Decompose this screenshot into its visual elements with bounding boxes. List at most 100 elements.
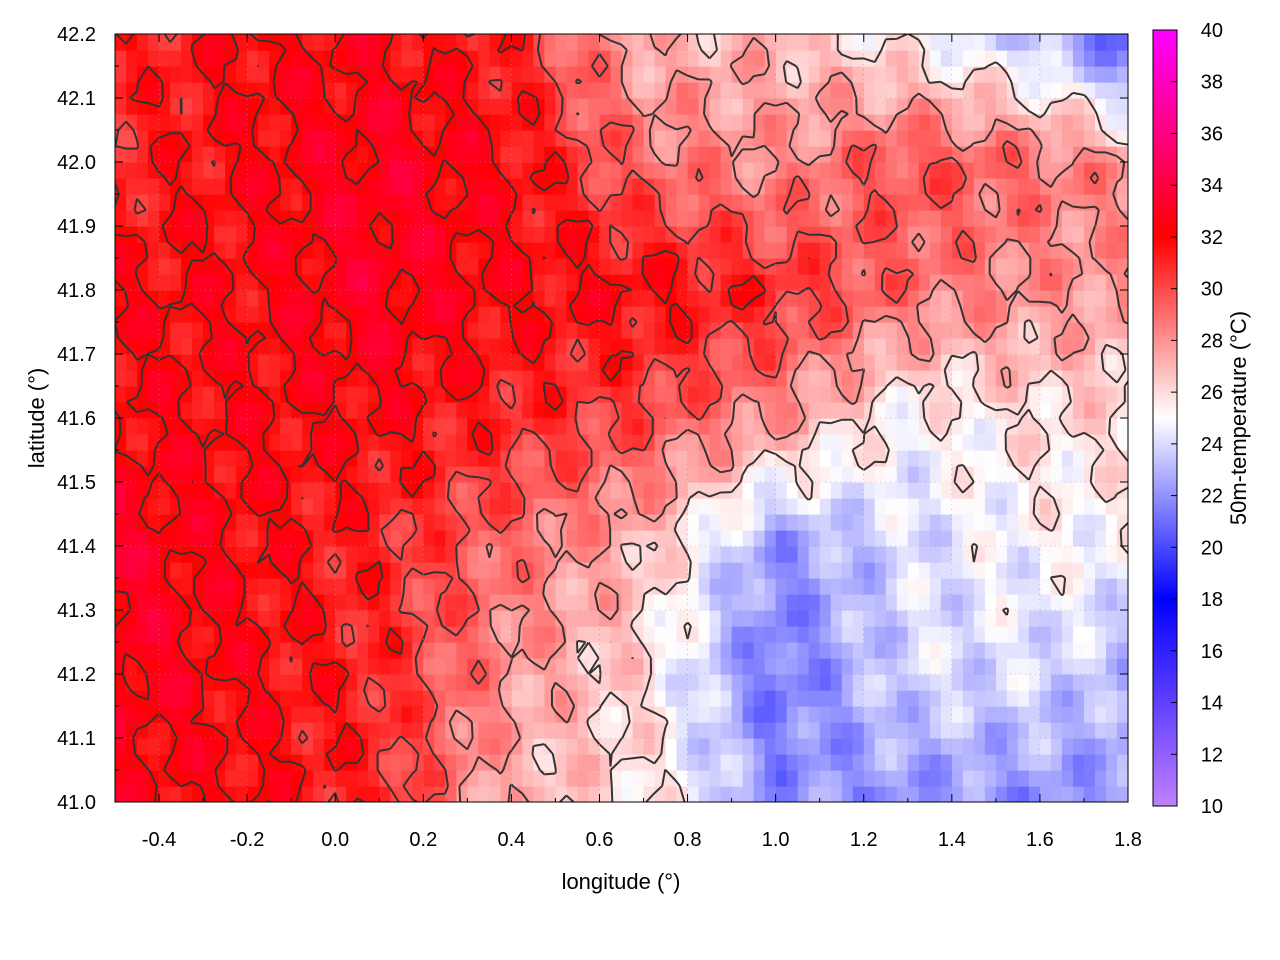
heatmap-cell [940, 322, 953, 339]
heatmap-cell [742, 546, 755, 563]
heatmap-cell [1050, 402, 1063, 419]
heatmap-cell [1006, 594, 1019, 611]
heatmap-cell [687, 498, 700, 515]
heatmap-cell [126, 642, 138, 659]
heatmap-cell [929, 34, 942, 51]
heatmap-cell [874, 530, 887, 547]
heatmap-cell [709, 610, 722, 627]
heatmap-cell [874, 146, 887, 163]
heatmap-cell [720, 514, 733, 531]
heatmap-cell [753, 226, 766, 243]
heatmap-cell [467, 498, 479, 515]
heatmap-cell [1094, 338, 1107, 355]
heatmap-cell [1083, 434, 1096, 451]
heatmap-cell [753, 722, 766, 739]
heatmap-cell [1094, 194, 1107, 211]
heatmap-cell [313, 386, 325, 403]
heatmap-cell [819, 562, 832, 579]
heatmap-cell [203, 370, 215, 387]
heatmap-cell [401, 354, 413, 371]
heatmap-cell [907, 178, 920, 195]
heatmap-cell [313, 162, 325, 179]
heatmap-cell [456, 210, 468, 227]
heatmap-cell [489, 258, 501, 275]
heatmap-cell [291, 146, 303, 163]
heatmap-cell [830, 562, 843, 579]
heatmap-cell [555, 82, 568, 99]
heatmap-cell [467, 50, 479, 67]
heatmap-cell [610, 434, 623, 451]
heatmap-cell [1028, 674, 1041, 691]
heatmap-cell [808, 274, 821, 291]
heatmap-cell [346, 82, 358, 99]
heatmap-cell [588, 210, 601, 227]
heatmap-cell [181, 50, 193, 67]
heatmap-cell [588, 306, 601, 323]
heatmap-cell [324, 242, 336, 259]
heatmap-cell [533, 290, 546, 307]
heatmap-cell [346, 786, 358, 802]
heatmap-cell [973, 450, 986, 467]
heatmap-cell [401, 242, 413, 259]
heatmap-cell [995, 66, 1008, 83]
heatmap-cell [764, 530, 777, 547]
heatmap-cell [863, 322, 876, 339]
heatmap-cell [874, 706, 887, 723]
heatmap-cell [588, 162, 601, 179]
heatmap-cell [874, 130, 887, 147]
heatmap-cell [236, 178, 248, 195]
heatmap-cell [632, 114, 645, 131]
heatmap-cell [313, 578, 325, 595]
heatmap-cell [753, 386, 766, 403]
heatmap-cell [1061, 786, 1074, 802]
heatmap-cell [819, 466, 832, 483]
heatmap-cell [467, 514, 479, 531]
heatmap-cell [401, 386, 413, 403]
heatmap-cell [720, 258, 733, 275]
heatmap-cell [247, 274, 259, 291]
heatmap-cell [1061, 674, 1074, 691]
heatmap-cell [159, 466, 171, 483]
heatmap-cell [1116, 786, 1128, 802]
heatmap-cell [797, 546, 810, 563]
heatmap-cell [368, 242, 380, 259]
heatmap-cell [1050, 610, 1063, 627]
heatmap-cell [962, 66, 975, 83]
heatmap-cell [291, 306, 303, 323]
heatmap-cell [742, 594, 755, 611]
heatmap-cell [720, 98, 733, 115]
heatmap-cell [313, 514, 325, 531]
heatmap-cell [654, 690, 667, 707]
heatmap-cell [401, 130, 413, 147]
heatmap-cell [852, 562, 865, 579]
heatmap-cell [654, 306, 667, 323]
heatmap-cell [401, 290, 413, 307]
heatmap-cell [984, 114, 997, 131]
heatmap-cell [1050, 690, 1063, 707]
heatmap-cell [643, 466, 656, 483]
heatmap-cell [126, 338, 138, 355]
heatmap-cell [973, 98, 986, 115]
heatmap-cell [357, 658, 369, 675]
heatmap-cell [445, 578, 457, 595]
heatmap-cell [962, 338, 975, 355]
heatmap-cell [390, 146, 402, 163]
heatmap-cell [940, 162, 953, 179]
heatmap-cell [214, 514, 226, 531]
heatmap-cell [1094, 498, 1107, 515]
heatmap-cell [1094, 322, 1107, 339]
heatmap-cell [907, 450, 920, 467]
heatmap-cell [808, 162, 821, 179]
heatmap-cell [643, 658, 656, 675]
heatmap-cell [742, 146, 755, 163]
heatmap-cell [456, 786, 468, 802]
heatmap-cell [786, 466, 799, 483]
heatmap-cell [720, 754, 733, 771]
y-tick-label: 41.7 [57, 344, 96, 366]
heatmap-cell [1017, 306, 1030, 323]
heatmap-cell [533, 786, 546, 802]
heatmap-cell [1061, 306, 1074, 323]
heatmap-cell [522, 594, 535, 611]
heatmap-cell [456, 146, 468, 163]
heatmap-cell [973, 226, 986, 243]
